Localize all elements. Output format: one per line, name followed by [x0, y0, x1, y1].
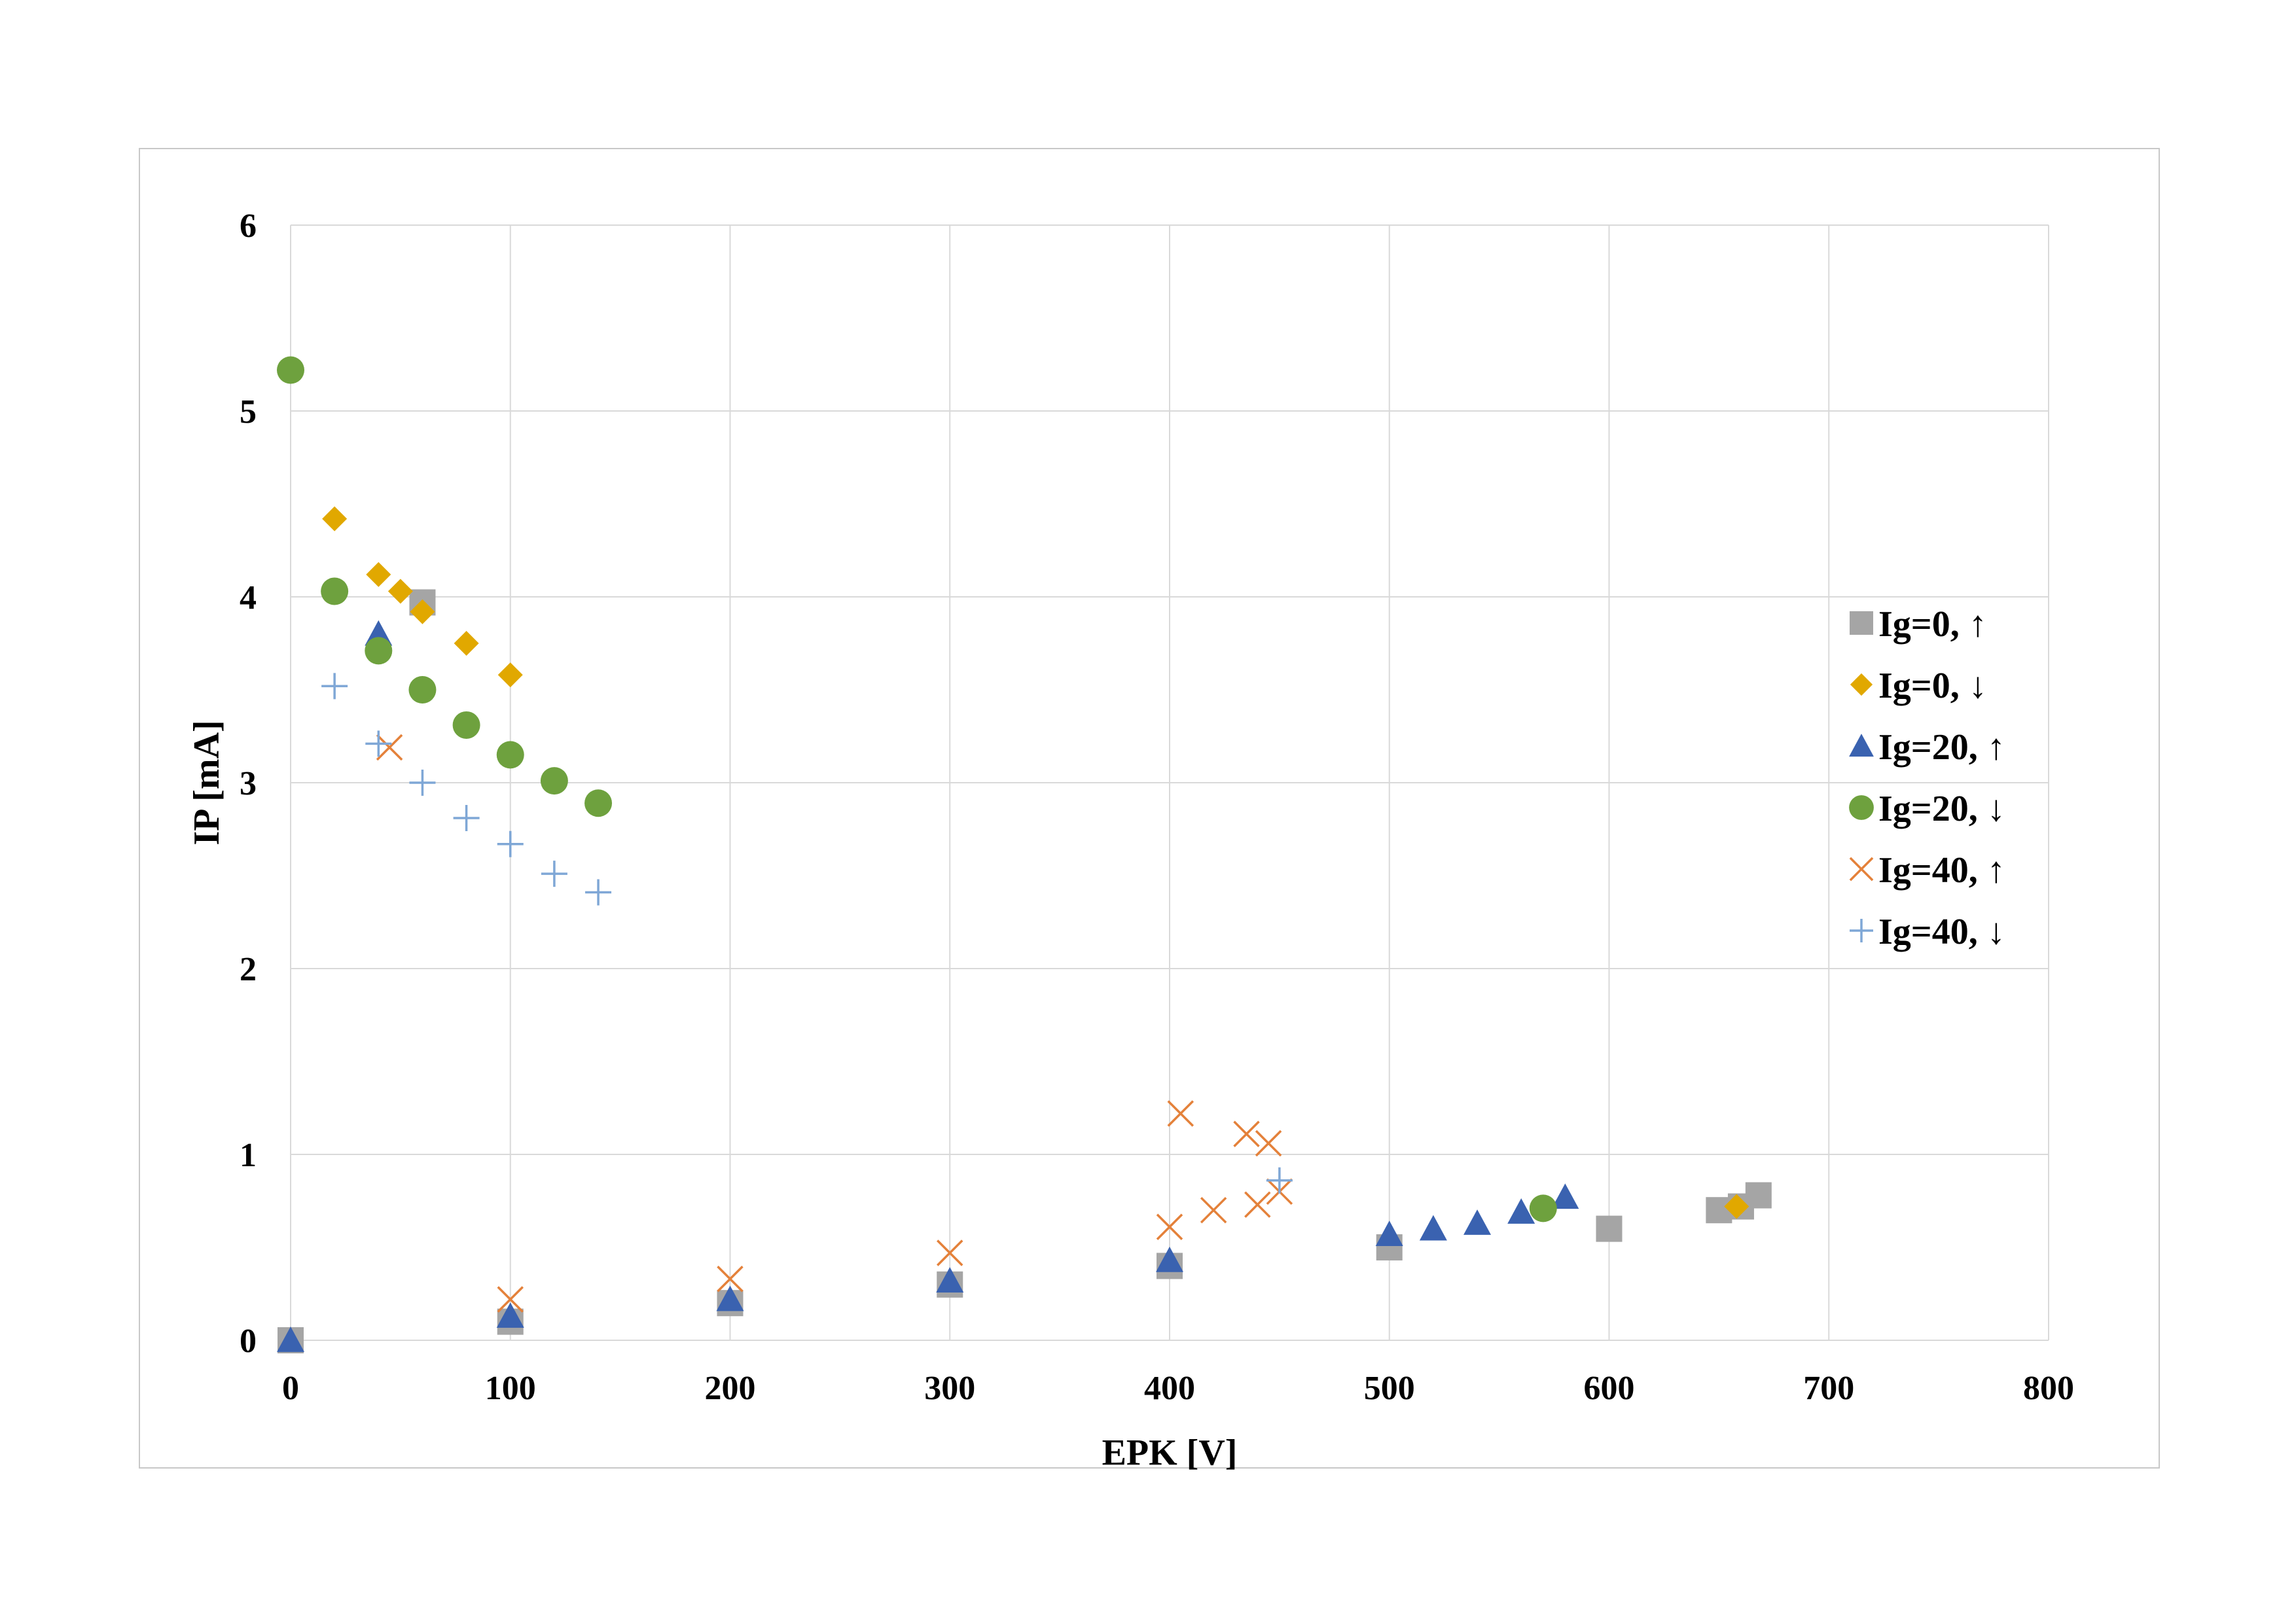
y-tick-label: 2: [240, 951, 257, 988]
legend-item: Ig=40, ↓: [1850, 912, 2005, 952]
legend-item: Ig=0, ↓: [1850, 666, 1987, 706]
data-point: [1156, 1213, 1183, 1240]
data-point: [1724, 1194, 1749, 1219]
data-point: [540, 767, 568, 795]
legend-item: Ig=20, ↓: [1849, 789, 2005, 829]
data-point: [497, 830, 524, 857]
x-axis-title: EPK [V]: [1102, 1433, 1238, 1470]
data-point: [277, 356, 304, 384]
x-tick-label: 600: [1584, 1370, 1635, 1407]
data-point: [1233, 1120, 1260, 1147]
y-tick-label: 3: [240, 765, 257, 802]
data-point: [410, 599, 435, 624]
data-point: [1244, 1191, 1271, 1218]
legend: Ig=0, ↑ Ig=0, ↓ Ig=20, ↑ Ig=20, ↓ Ig=40, ↑ Ig…: [1849, 604, 2005, 952]
chart-area: 0 100 200 300 400 500 600 700 800 0 1 2 3 4 5 6 EPK [V]…: [139, 148, 2160, 1470]
data-point: [277, 1327, 304, 1352]
legend-label: Ig=20, ↑: [1878, 727, 2005, 768]
data-point: [321, 673, 348, 700]
data-point: [1375, 1221, 1403, 1246]
grid: [290, 224, 2049, 1341]
x-tick-label: 500: [1364, 1370, 1415, 1407]
x-tick-label: 200: [705, 1370, 756, 1407]
scatter-chart: 0 100 200 300 400 500 600 700 800 0 1 2 3 4 5 6 EPK [V]…: [187, 207, 2074, 1470]
data-point: [366, 562, 391, 587]
data-point: [1167, 1100, 1194, 1127]
data-point: [717, 1266, 744, 1293]
y-tick-label: 1: [240, 1137, 257, 1174]
legend-marker: [1850, 611, 1873, 635]
data-point: [496, 741, 524, 769]
data-point: [1507, 1198, 1535, 1224]
data-point: [936, 1267, 964, 1293]
series-2: [322, 506, 1749, 1219]
x-tick-label: 300: [924, 1370, 975, 1407]
data-point: [1745, 1182, 1772, 1209]
x-tick-label: 400: [1144, 1370, 1195, 1407]
data-point: [496, 1302, 524, 1328]
data-point: [408, 676, 437, 704]
y-tick-label: 0: [240, 1323, 257, 1360]
data-point: [454, 631, 479, 656]
data-points: [277, 356, 1772, 1353]
data-point: [1706, 1197, 1732, 1224]
legend-marker: [1850, 673, 1873, 696]
data-point: [365, 730, 392, 757]
tick-labels: 0 100 200 300 400 500 600 700 800 0 1 2 3 4 5 6: [240, 207, 2074, 1407]
legend-label: Ig=40, ↑: [1878, 850, 2005, 891]
legend-label: Ig=0, ↑: [1878, 604, 1987, 645]
x-tick-label: 800: [2023, 1370, 2074, 1407]
x-tick-label: 0: [282, 1370, 299, 1407]
data-point: [321, 577, 349, 605]
data-point: [541, 861, 567, 887]
legend-marker: [1849, 795, 1874, 820]
series-4: [277, 356, 1557, 1222]
data-point: [497, 662, 523, 688]
legend-item: Ig=0, ↑: [1850, 604, 1987, 645]
data-point: [1255, 1130, 1282, 1157]
data-point: [1551, 1183, 1579, 1209]
data-point: [1156, 1246, 1183, 1272]
y-tick-label: 4: [240, 579, 257, 616]
legend-marker: [1849, 734, 1874, 757]
series-5: [376, 734, 1293, 1313]
legend-label: Ig=40, ↓: [1878, 912, 2005, 952]
y-tick-label: 5: [240, 393, 257, 431]
data-point: [1266, 1167, 1293, 1194]
data-point: [1463, 1209, 1492, 1235]
x-tick-label: 700: [1803, 1370, 1854, 1407]
series-6: [321, 673, 1293, 1194]
legend-item: Ig=20, ↑: [1849, 727, 2005, 768]
legend-item: Ig=40, ↑: [1849, 850, 2005, 891]
series-1: [278, 589, 1772, 1353]
data-point: [453, 804, 480, 831]
data-point: [322, 506, 348, 531]
legend-label: Ig=20, ↓: [1878, 789, 2005, 829]
data-point: [1419, 1215, 1447, 1241]
data-point: [409, 770, 436, 796]
legend-marker: [1849, 857, 1874, 882]
data-point: [1596, 1215, 1623, 1242]
data-point: [365, 637, 393, 665]
data-point: [716, 1285, 744, 1311]
data-point: [376, 734, 403, 761]
data-point: [937, 1240, 963, 1266]
legend-label: Ig=0, ↓: [1878, 666, 1987, 706]
data-point: [497, 1286, 524, 1313]
data-point: [1529, 1194, 1557, 1222]
data-point: [1200, 1196, 1227, 1224]
x-tick-label: 100: [485, 1370, 536, 1407]
data-point: [452, 711, 480, 739]
series-3: [277, 620, 1579, 1352]
data-point: [387, 579, 413, 604]
data-point: [585, 879, 612, 906]
y-tick-label: 6: [240, 207, 257, 245]
legend-marker: [1850, 919, 1873, 942]
y-axis-title: IP [mA]: [187, 720, 227, 845]
data-point: [584, 789, 613, 817]
